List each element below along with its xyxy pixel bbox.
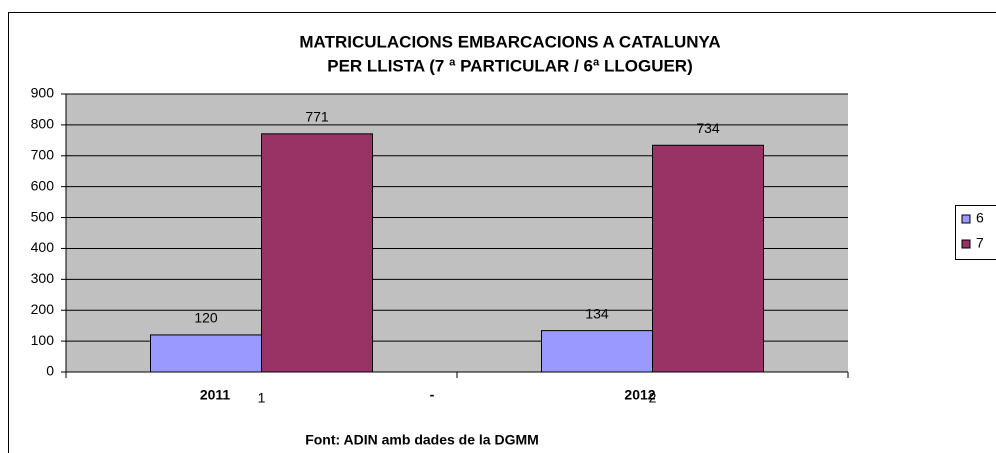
annotation: 2012: [624, 387, 655, 403]
bar: [652, 144, 764, 373]
bar: [150, 334, 262, 373]
bar: [541, 330, 653, 373]
y-tick-label: 400: [31, 239, 55, 255]
y-tick-label: 800: [31, 116, 55, 132]
value-label: 734: [696, 120, 720, 136]
value-label: 120: [194, 310, 218, 326]
y-tick-label: 600: [31, 177, 55, 193]
y-tick-label: 500: [31, 208, 55, 224]
chart-title: PER LLISTA (7 ª PARTICULAR / 6ª LLOGUER): [327, 56, 693, 75]
legend-label: 6: [976, 210, 984, 226]
y-tick-label: 700: [31, 146, 55, 162]
x-tick-label: 1: [258, 390, 266, 406]
value-label: 134: [585, 305, 609, 321]
y-tick-label: 900: [31, 85, 55, 101]
bar: [261, 133, 373, 373]
legend-swatch: [961, 214, 971, 224]
x-tick-label: 2: [649, 390, 657, 406]
y-tick-label: 0: [46, 363, 54, 379]
source-note: Font: ADIN amb dades de la DGMM: [305, 432, 539, 448]
annotation: -: [430, 387, 435, 403]
y-tick-label: 300: [31, 270, 55, 286]
legend-swatch: [961, 239, 971, 249]
value-label: 771: [305, 109, 329, 125]
y-tick-label: 100: [31, 332, 55, 348]
annotation: 2011: [200, 387, 231, 403]
y-tick-label: 200: [31, 301, 55, 317]
chart-title: MATRICULACIONS EMBARCACIONS A CATALUNYA: [299, 32, 720, 51]
legend-label: 7: [976, 235, 984, 251]
